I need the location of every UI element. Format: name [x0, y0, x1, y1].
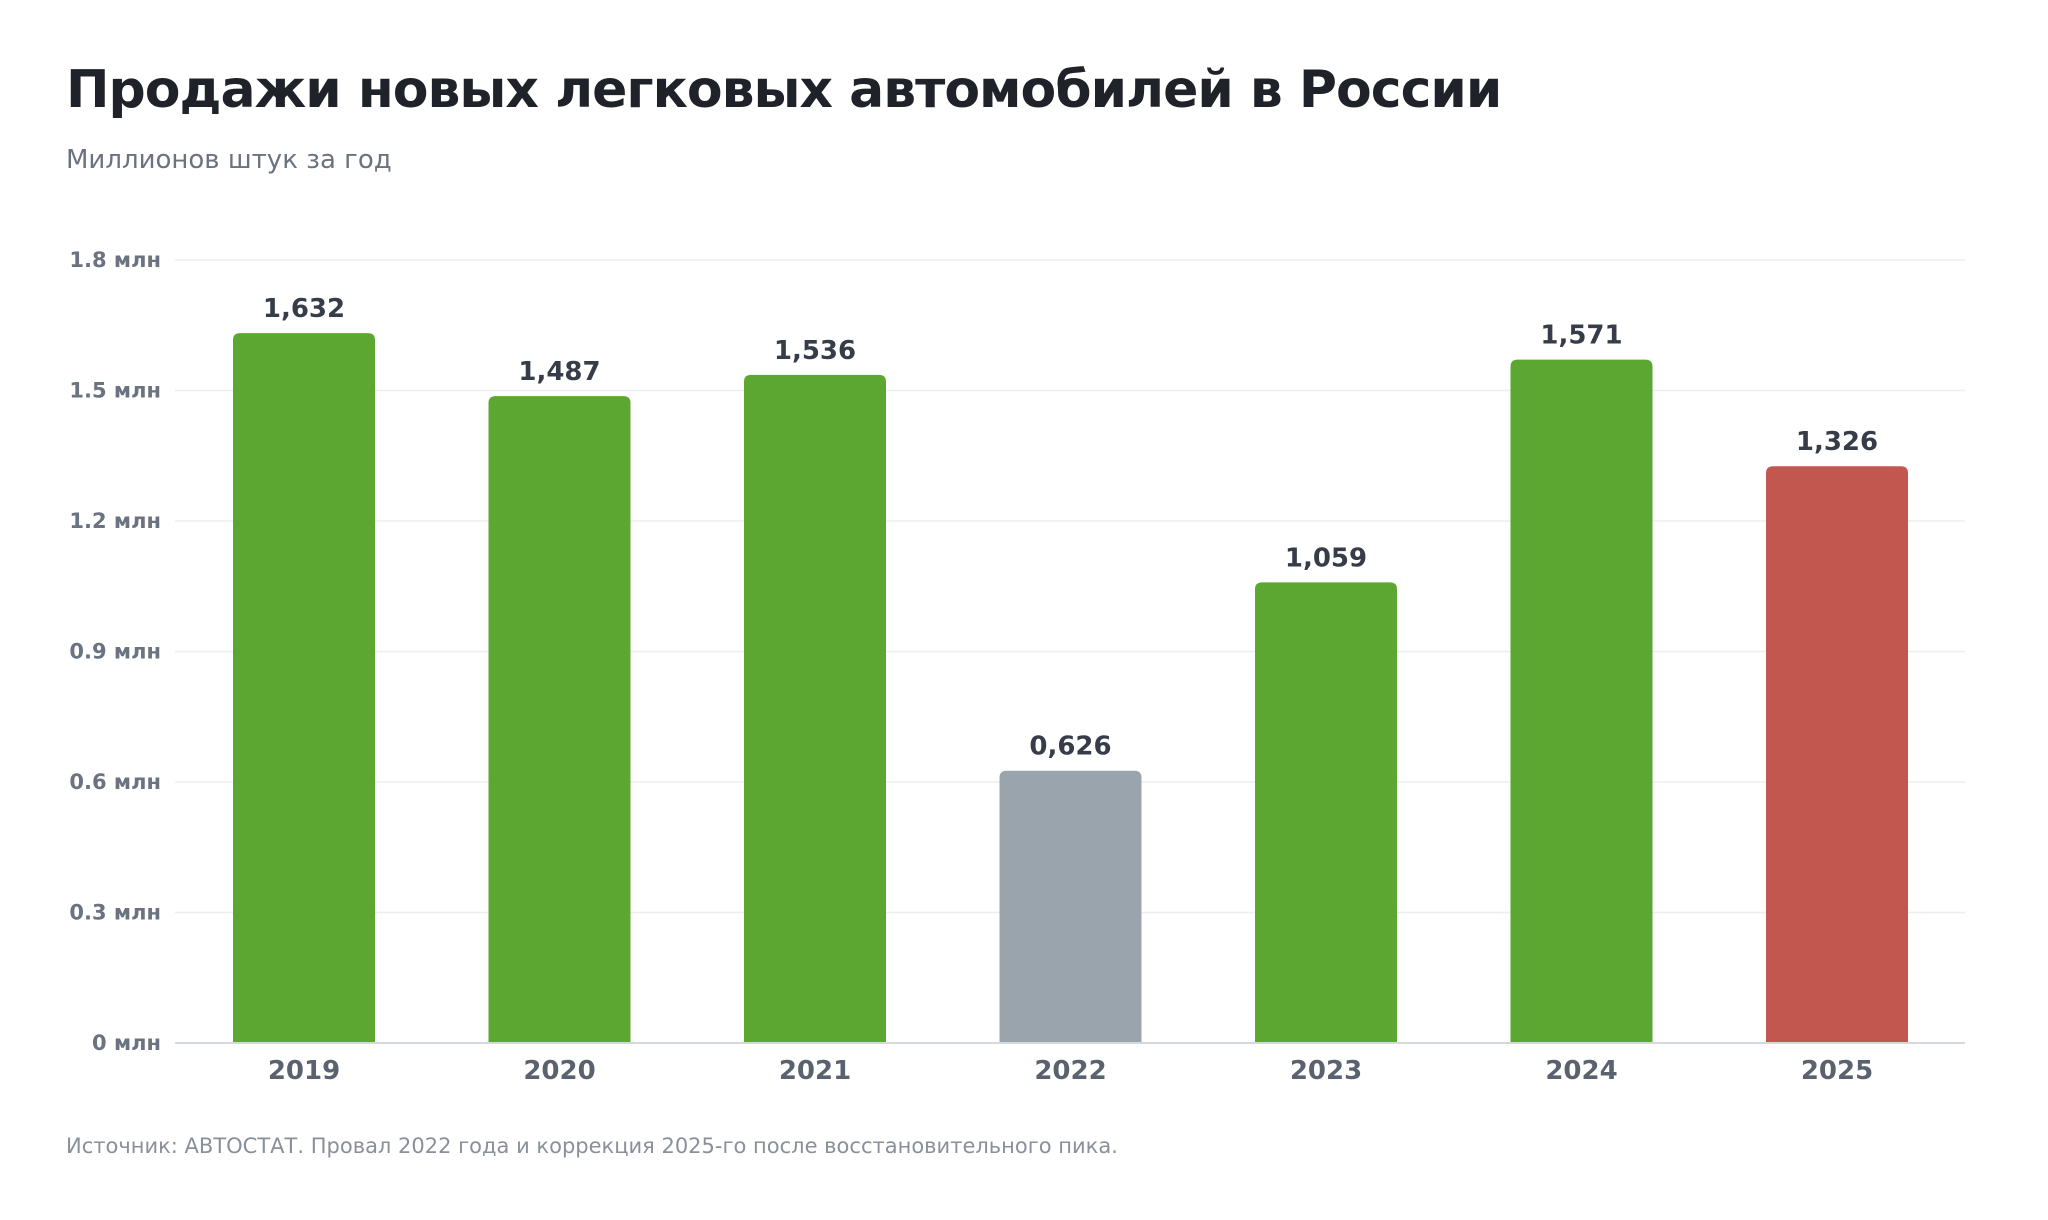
- value-label-2019: 1,632: [263, 294, 345, 324]
- value-labels: 1,632 1,487 1,536 0,626 1,059 1,571 1,326: [263, 294, 1878, 762]
- y-axis-ticks: 0 млн 0.3 млн 0.6 млн 0.9 млн 1.2 млн 1.5 млн…: [69, 248, 161, 1055]
- value-label-2022: 0,626: [1029, 732, 1111, 762]
- x-category-label: 2025: [1801, 1056, 1873, 1086]
- y-tick-label: 1.8 млн: [69, 248, 161, 272]
- bar-2020: [488, 396, 631, 1043]
- bars: [233, 333, 1908, 1044]
- x-category-label: 2019: [268, 1056, 340, 1086]
- y-tick-label: 1.2 млн: [69, 509, 161, 533]
- value-label-2024: 1,571: [1540, 321, 1622, 351]
- value-label-2020: 1,487: [518, 357, 600, 387]
- chart-source-note: Источник: АВТОСТАТ. Провал 2022 года и к…: [66, 1134, 1118, 1158]
- value-label-2025: 1,326: [1796, 427, 1878, 457]
- x-category-label: 2024: [1545, 1056, 1617, 1086]
- y-tick-label: 0.9 млн: [69, 640, 161, 664]
- y-tick-label: 0.3 млн: [69, 901, 161, 925]
- x-category-label: 2022: [1034, 1056, 1106, 1086]
- bar-2019: [233, 333, 375, 1044]
- bar-2021: [744, 374, 886, 1044]
- y-tick-label: 1.5 млн: [69, 379, 161, 403]
- y-tick-label: 0.6 млн: [69, 770, 161, 794]
- x-category-label: 2021: [779, 1056, 851, 1086]
- bar-2022: [999, 770, 1142, 1043]
- x-category-label: 2020: [523, 1056, 595, 1086]
- chart-title: Продажи новых легковых автомобилей в Рос…: [66, 60, 1502, 120]
- value-label-2023: 1,059: [1285, 543, 1367, 573]
- x-axis-categories: 2019 2020 2021 2022 2023 2024 2025: [268, 1056, 1873, 1086]
- chart-subtitle: Миллионов штук за год: [66, 145, 392, 175]
- bar-2023: [1255, 582, 1397, 1043]
- bar-2025: [1766, 466, 1908, 1043]
- y-tick-label: 0 млн: [92, 1031, 161, 1055]
- value-label-2021: 1,536: [774, 336, 856, 366]
- x-category-label: 2023: [1290, 1056, 1362, 1086]
- bar-2024: [1510, 359, 1653, 1043]
